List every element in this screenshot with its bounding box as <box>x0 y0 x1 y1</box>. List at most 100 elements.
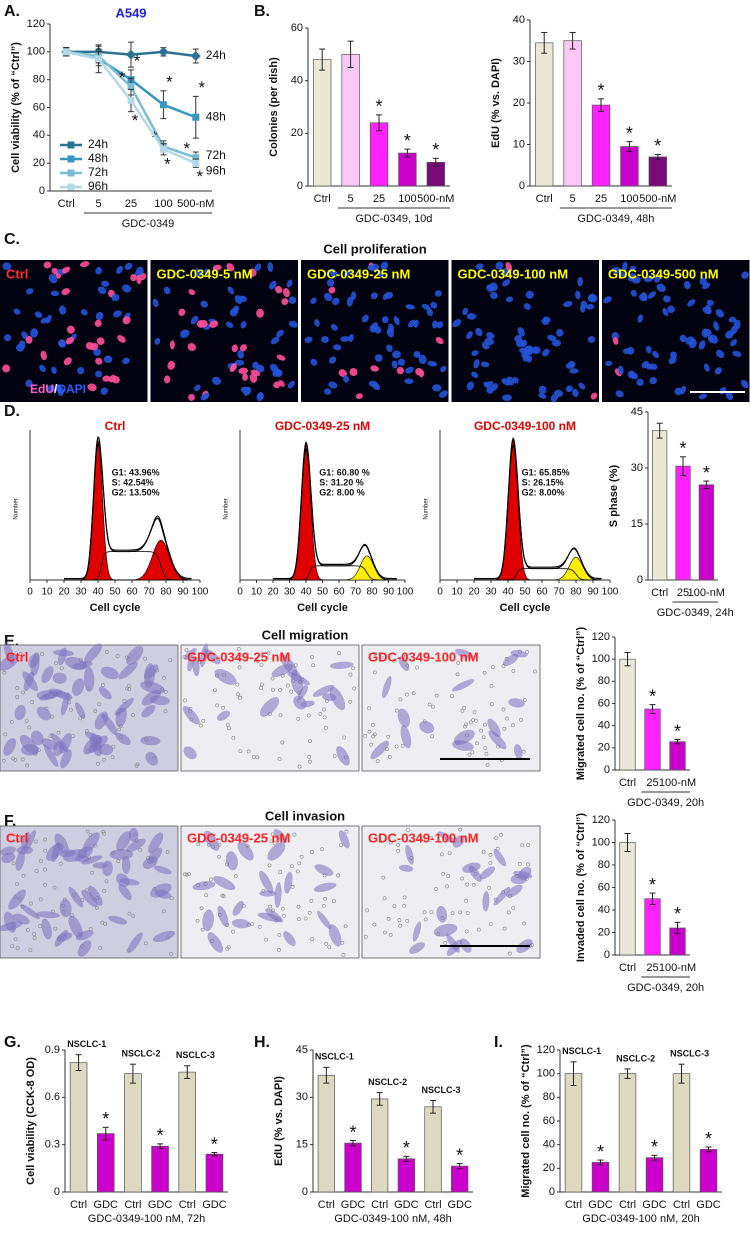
cell <box>271 663 294 677</box>
nucleus <box>230 363 237 372</box>
x-axis-label: GDC-0349-100 nM, 72h <box>88 1213 205 1225</box>
pore <box>237 646 241 651</box>
cell <box>274 882 282 908</box>
nucleus <box>122 316 131 325</box>
pore <box>445 884 450 889</box>
bar <box>619 842 636 956</box>
cell <box>82 832 100 853</box>
pore <box>363 734 368 738</box>
pore <box>100 920 105 925</box>
nucleus <box>426 308 434 317</box>
x-tick-label: Ctrl <box>536 193 553 205</box>
nucleus <box>25 335 33 344</box>
pore <box>2 670 7 675</box>
pore <box>370 722 375 727</box>
nucleus <box>116 265 124 274</box>
pore <box>323 897 328 901</box>
cell <box>370 740 390 760</box>
bar <box>648 156 667 187</box>
nucleus <box>370 365 379 372</box>
nucleus <box>462 307 469 316</box>
point <box>127 83 135 91</box>
nucleus <box>386 328 394 338</box>
nucleus <box>276 354 286 361</box>
g1-peak <box>273 444 397 581</box>
x-tick-label: GDC <box>588 1199 613 1211</box>
nucleus <box>471 371 479 378</box>
pore <box>260 682 264 687</box>
pore <box>221 705 225 710</box>
pore <box>489 684 494 688</box>
nucleus <box>617 365 624 375</box>
nucleus <box>612 337 619 345</box>
x-tick-label: Ctrl <box>424 1199 441 1211</box>
pore <box>511 669 516 673</box>
nucleus <box>475 327 483 337</box>
cell <box>214 668 237 685</box>
x-axis-label: Cell cycle <box>500 602 551 614</box>
pore <box>15 695 20 699</box>
pore <box>402 903 407 908</box>
nucleus <box>108 374 116 383</box>
pore <box>458 910 463 915</box>
nucleus <box>486 332 495 340</box>
pore <box>397 918 402 923</box>
bar <box>591 104 611 187</box>
x-tick-label: 70 <box>350 587 362 598</box>
nucleus <box>87 383 97 392</box>
pore <box>21 873 26 878</box>
stain-edu: EdU <box>30 382 54 396</box>
nucleus <box>556 328 564 337</box>
pore <box>382 896 387 901</box>
legend-label: 24h <box>88 137 108 151</box>
bar <box>205 1153 224 1193</box>
x-tick-label: 100 <box>602 587 619 598</box>
nucleus <box>282 288 290 298</box>
pore <box>465 882 470 887</box>
nucleus <box>30 328 39 338</box>
bar <box>398 152 417 187</box>
cell <box>83 666 95 692</box>
nucleus <box>350 291 357 301</box>
nucleus <box>61 266 71 274</box>
nucleus <box>274 285 283 294</box>
cell <box>283 931 296 947</box>
nucleus <box>130 273 137 282</box>
pore <box>25 763 30 768</box>
legend-marker <box>67 169 75 177</box>
pore <box>184 872 189 877</box>
nucleus <box>380 261 389 270</box>
pore <box>421 836 426 841</box>
nucleus <box>687 299 696 307</box>
cell <box>382 676 392 699</box>
pore <box>236 692 241 697</box>
pore <box>296 716 301 721</box>
pore <box>3 732 8 737</box>
significance-marker: * <box>349 1122 356 1142</box>
pore <box>429 910 434 915</box>
cell <box>329 686 346 711</box>
pore <box>306 713 311 718</box>
significance-marker: * <box>134 51 141 70</box>
pore <box>450 911 455 916</box>
x-tick-label: GDC <box>94 1199 119 1211</box>
total-curve <box>474 437 602 580</box>
pore <box>395 708 399 713</box>
nucleus <box>111 294 120 302</box>
nucleus <box>225 321 234 328</box>
nucleus <box>226 263 235 272</box>
pore <box>270 676 275 681</box>
pore <box>246 749 251 754</box>
section-title: Cell invasion <box>265 808 345 823</box>
section-title: Cell proliferation <box>323 241 426 256</box>
y-axis-label: S phase (%) <box>608 464 620 527</box>
nucleus <box>436 321 444 329</box>
significance-marker: * <box>654 136 661 156</box>
nucleus <box>167 360 176 370</box>
y-tick-label: 80 <box>543 1091 555 1103</box>
x-tick-label: 30 <box>485 587 497 598</box>
x-axis-label: GDC-0349, 24h <box>657 607 734 619</box>
nucleus <box>324 388 332 395</box>
bar <box>563 40 582 187</box>
pore <box>183 698 187 703</box>
